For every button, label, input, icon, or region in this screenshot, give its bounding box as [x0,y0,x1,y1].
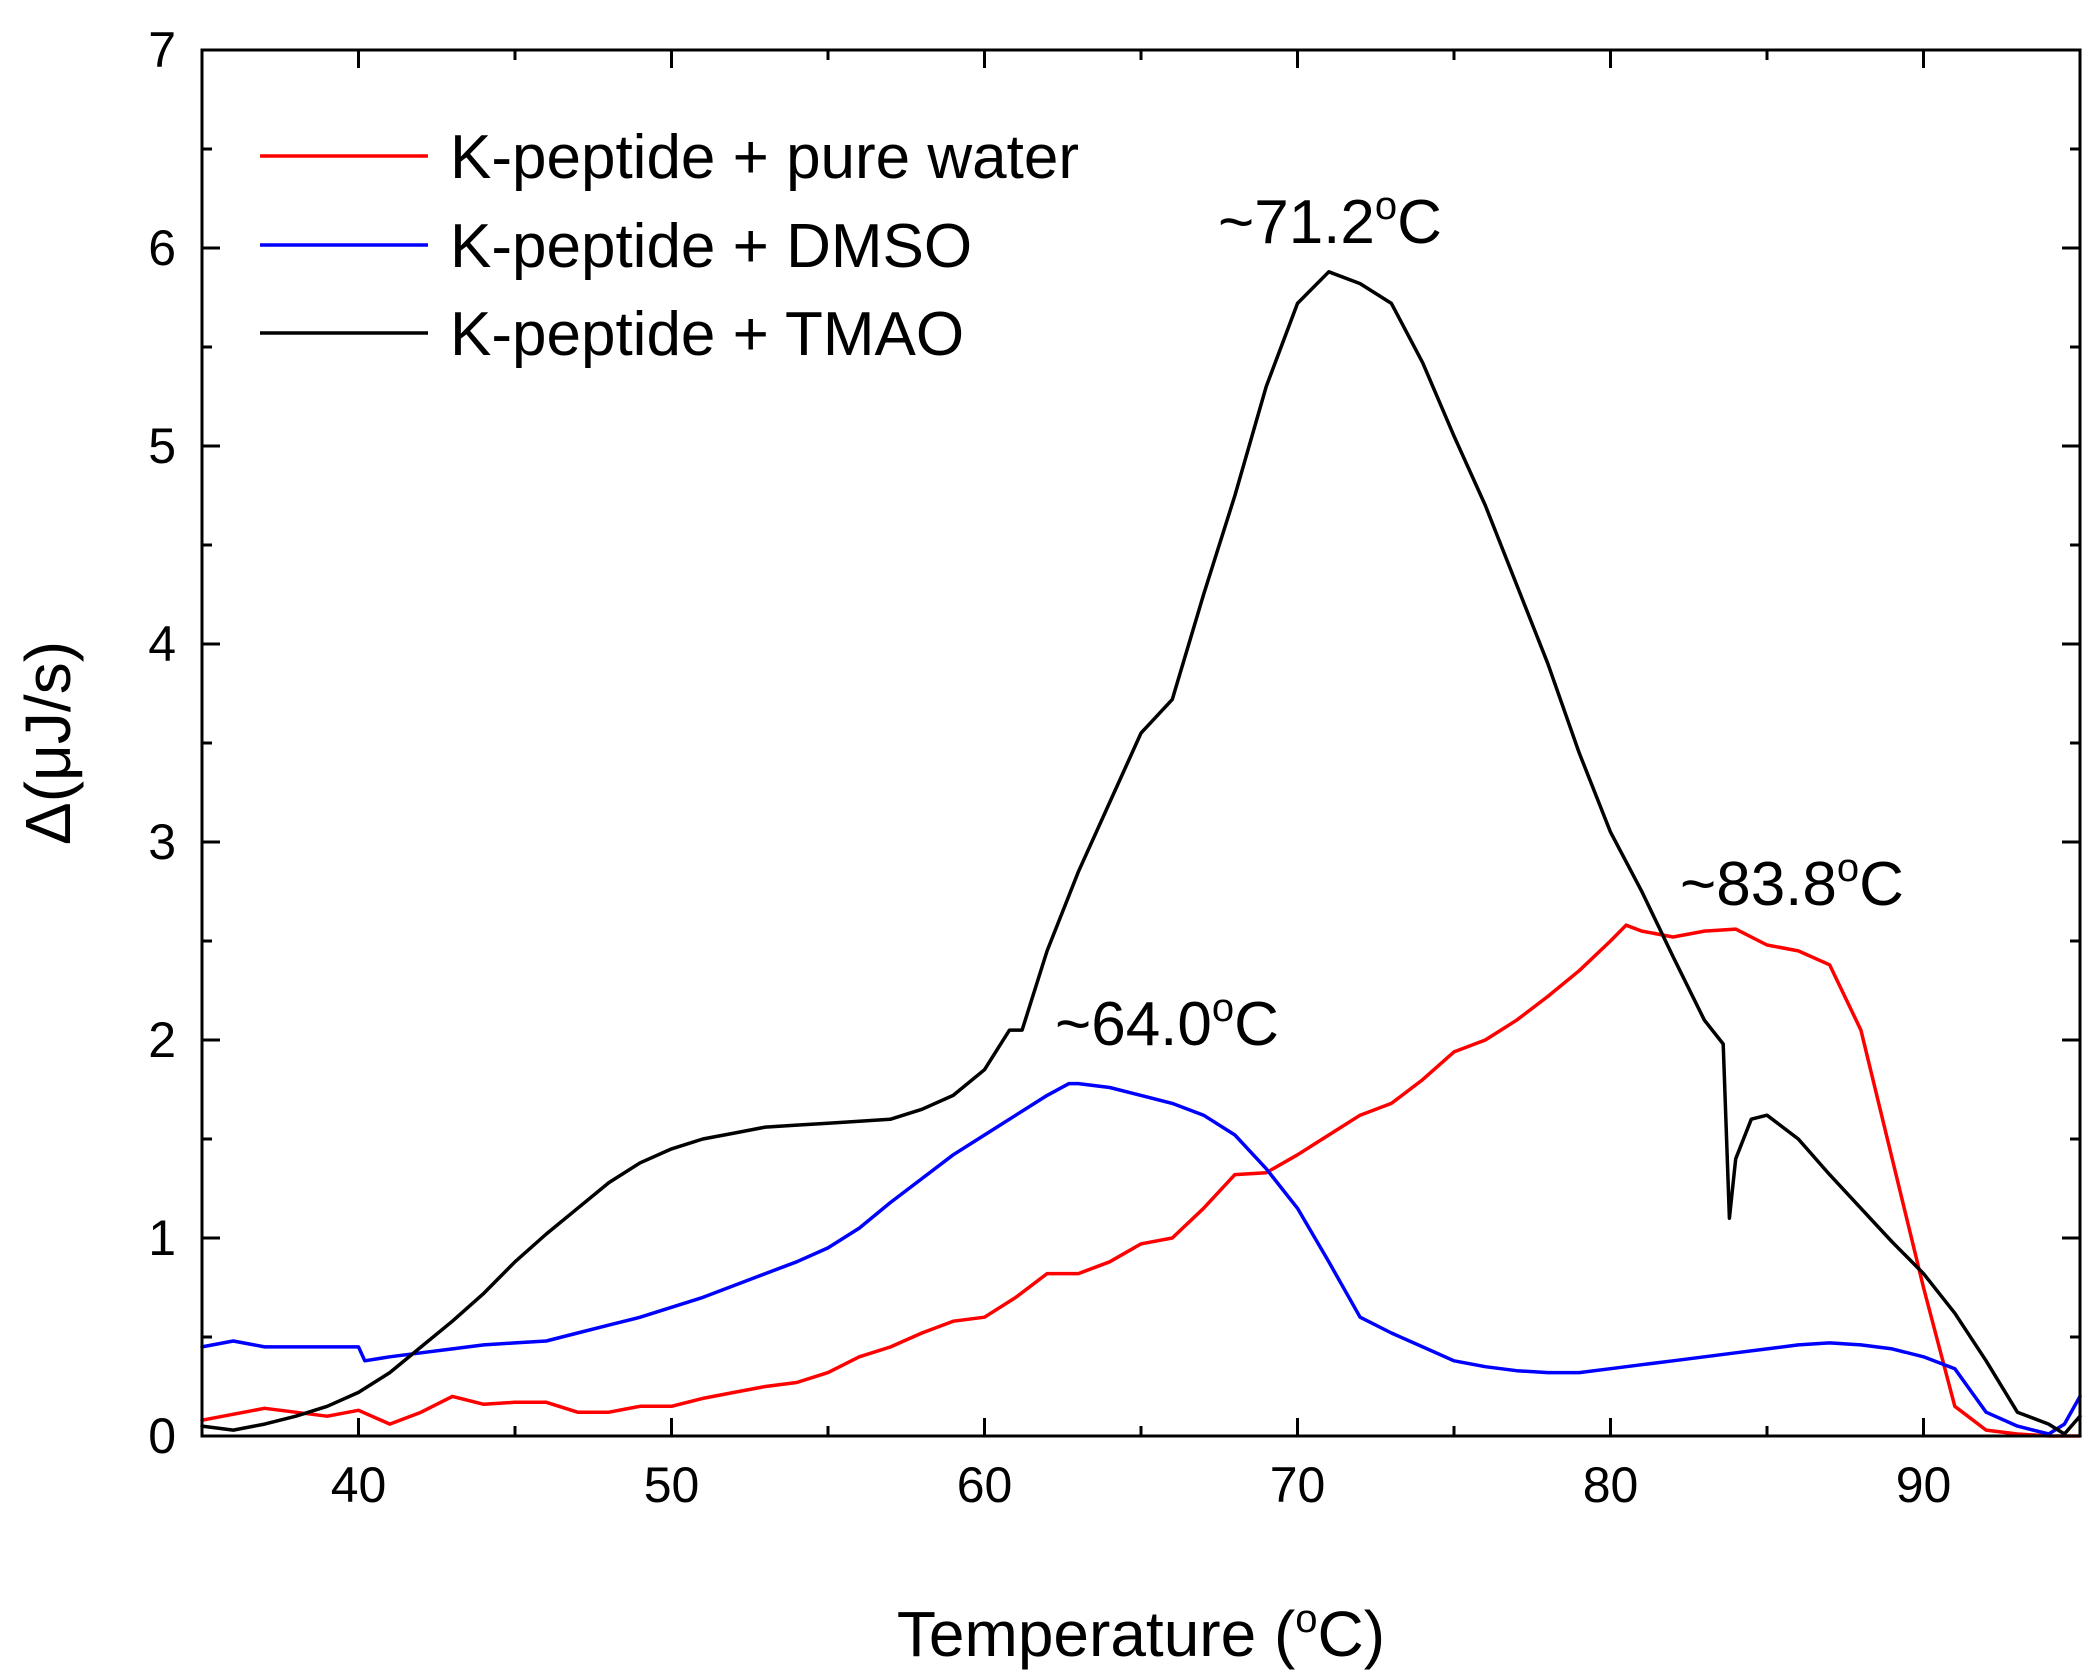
x-tick-label: 50 [644,1457,700,1513]
y-tick-label: 1 [148,1210,176,1266]
y-tick-label: 5 [148,418,176,474]
x-tick-label: 60 [957,1457,1013,1513]
x-axis-title-text: Temperature ( [897,1598,1295,1670]
legend: K-peptide + pure water K-peptide + DMSO … [260,123,1079,369]
annotation-peak-dmso-value: ~64.0 [1055,990,1212,1059]
x-axis-title: Temperature (oC) [897,1597,1385,1670]
y-tick-label: 2 [148,1012,176,1068]
y-tick-label: 4 [148,616,176,672]
annotation-peak-water-unit: C [1859,850,1904,919]
y-axis-title: Δ(μJ/s) [12,641,84,845]
x-axis-title-tail: C) [1318,1598,1386,1670]
y-tick-label: 6 [148,220,176,276]
annotation-peak-dmso-sup: o [1212,986,1234,1030]
ticks-layer: 40 50 60 70 80 90 0 1 2 3 4 5 6 7 [148,22,2082,1513]
x-tick-label: 40 [331,1457,387,1513]
annotation-peak-tmao-value: ~71.2 [1218,188,1375,257]
x-tick-label: 80 [1583,1457,1639,1513]
x-tick-label: 90 [1896,1457,1952,1513]
annotation-peak-water: ~83.8oC [1680,846,1904,919]
annotation-peak-tmao-unit: C [1397,188,1442,257]
annotation-peak-water-sup: o [1837,846,1859,890]
series-line-dmso [200,1081,2082,1436]
annotation-peak-tmao-sup: o [1375,184,1397,228]
annotation-peak-water-value: ~83.8 [1680,850,1837,919]
annotation-peak-tmao: ~71.2oC [1218,184,1442,257]
x-tick-label: 70 [1270,1457,1326,1513]
x-axis-title-sup: o [1295,1597,1317,1641]
legend-label-dmso: K-peptide + DMSO [450,212,972,281]
y-tick-label: 7 [148,22,176,78]
legend-label-pure-water: K-peptide + pure water [450,123,1079,192]
y-tick-label: 0 [148,1408,176,1464]
annotation-peak-dmso: ~64.0oC [1055,986,1279,1059]
y-tick-label: 3 [148,814,176,870]
legend-label-tmao: K-peptide + TMAO [450,300,964,369]
series-line-tmao [200,270,2082,1436]
annotation-peak-dmso-unit: C [1234,990,1279,1059]
series-line-pure-water [200,923,2082,1438]
series-layer [200,270,2082,1438]
